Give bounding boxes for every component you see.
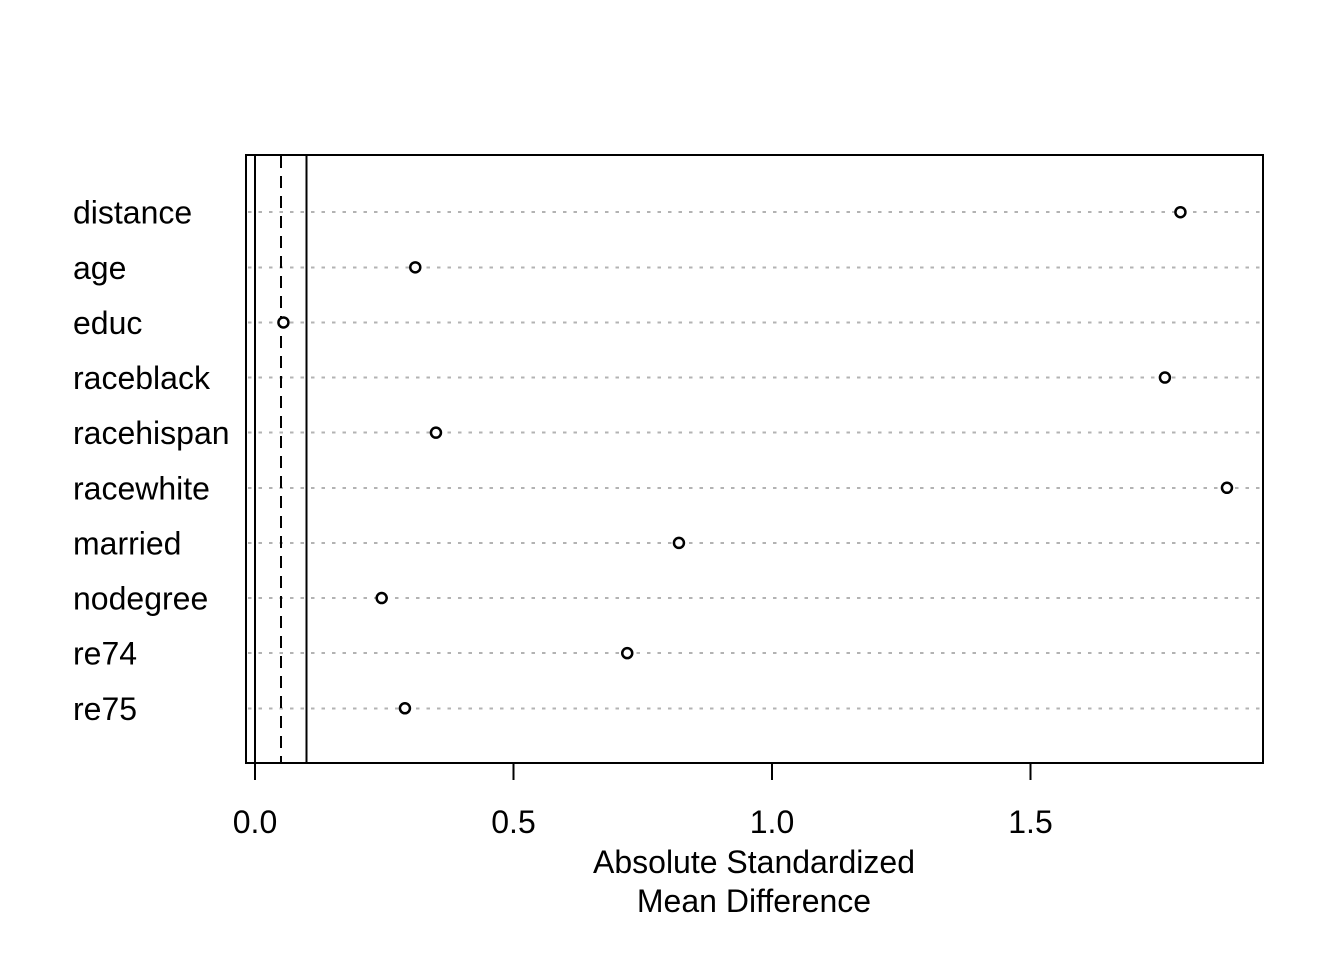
y-axis-label: racehispan xyxy=(73,415,230,451)
x-axis-ticks xyxy=(254,763,1032,780)
plot-border xyxy=(244,153,1265,765)
gridlines xyxy=(248,211,1261,710)
y-axis-label: educ xyxy=(73,305,142,341)
x-axis-title-line2: Mean Difference xyxy=(637,883,871,919)
data-point-re75 xyxy=(398,702,412,715)
x-axis-tick-label: 1.0 xyxy=(750,804,794,840)
data-point-re74 xyxy=(620,646,634,660)
y-axis-label: nodegree xyxy=(73,581,208,617)
y-axis-label: married xyxy=(73,525,181,561)
data-point-raceblack xyxy=(1158,371,1172,384)
data-point-nodegree xyxy=(375,591,388,605)
y-axis-label: age xyxy=(73,250,126,286)
data-point-distance xyxy=(1174,205,1187,219)
data-point-age xyxy=(409,261,422,274)
y-axis-label: racewhite xyxy=(73,470,210,506)
data-point-educ xyxy=(277,316,290,329)
y-axis-label: distance xyxy=(73,195,192,231)
y-axis-label: raceblack xyxy=(73,360,211,396)
x-axis-tick-label: 0.5 xyxy=(491,804,535,840)
reference-lines xyxy=(254,156,308,762)
y-axis-label: re75 xyxy=(73,691,137,727)
data-points xyxy=(277,205,1234,715)
data-point-racewhite xyxy=(1220,481,1234,495)
x-axis-title-line1: Absolute Standardized xyxy=(593,844,915,880)
data-point-racehispan xyxy=(429,426,443,439)
y-axis-labels: distance age educ raceblack racehispan racewh… xyxy=(73,195,230,727)
y-axis-label: re74 xyxy=(73,636,137,672)
x-axis-tick-label: 1.5 xyxy=(1008,804,1052,840)
data-point-married xyxy=(672,536,686,550)
x-axis-tick-labels: 0.0 0.5 1.0 1.5 xyxy=(233,804,1053,840)
x-axis-tick-label: 0.0 xyxy=(233,804,277,840)
